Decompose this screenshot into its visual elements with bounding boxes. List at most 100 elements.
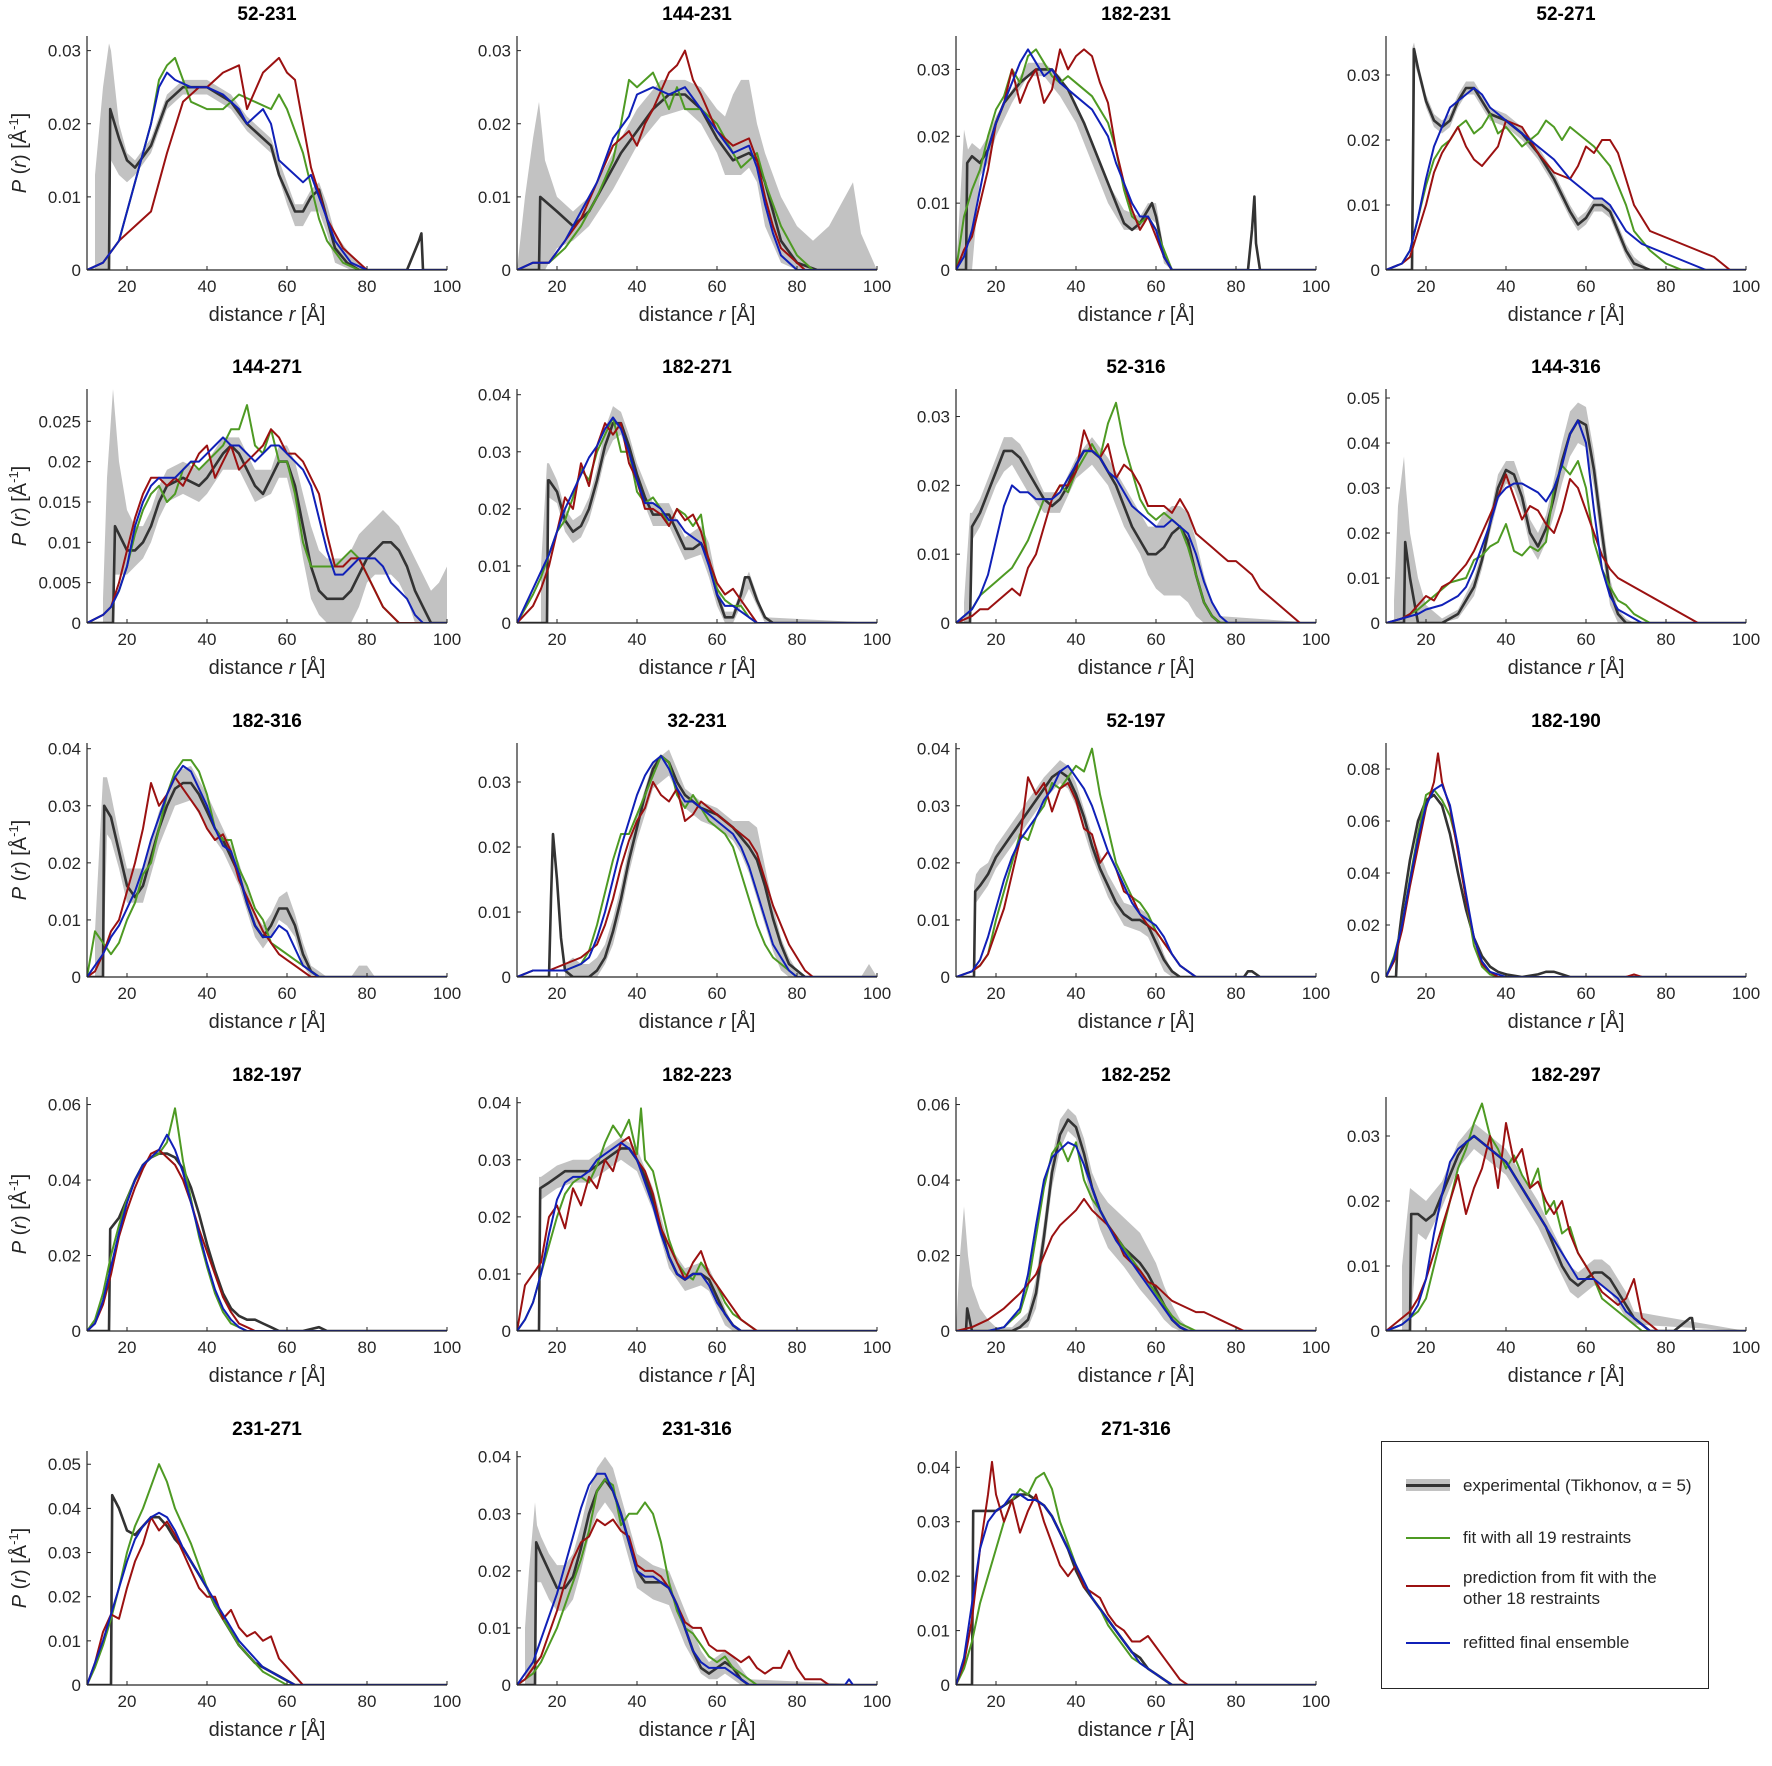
x-tick-label: 20 bbox=[987, 984, 1006, 1003]
x-axis-label: distance r [Å] bbox=[209, 656, 326, 679]
y-tick-label: 0.03 bbox=[1347, 66, 1380, 85]
y-tick-label: 0.02 bbox=[478, 838, 511, 857]
y-tick-label: 0.04 bbox=[917, 1171, 950, 1190]
prediction-line bbox=[956, 1460, 1316, 1685]
fit-all-line bbox=[1386, 788, 1746, 977]
x-tick-label: 80 bbox=[1227, 277, 1246, 296]
y-axis-label: P (r) [Å-1] bbox=[6, 1528, 31, 1608]
panel-271-316: 20 40 60 80 100 0 0.01 0.02 0.03 0.04 271-316 dista… bbox=[917, 1419, 1330, 1741]
panel-52-316: 20 40 60 80 100 0 0.01 0.02 0.03 52-316 distance r… bbox=[917, 357, 1330, 679]
x-tick-label: 80 bbox=[1227, 984, 1246, 1003]
x-axis-label: distance r [Å] bbox=[1508, 656, 1625, 679]
x-tick-label: 40 bbox=[198, 984, 217, 1003]
x-tick-label: 80 bbox=[1227, 1338, 1246, 1357]
y-tick-label: 0.01 bbox=[478, 1619, 511, 1638]
experimental-line bbox=[517, 754, 877, 977]
y-tick-label: 0.03 bbox=[48, 42, 81, 61]
x-tick-label: 20 bbox=[1417, 630, 1436, 649]
x-tick-label: 100 bbox=[1302, 1338, 1330, 1357]
x-tick-label: 60 bbox=[708, 984, 727, 1003]
y-tick-label: 0.02 bbox=[1347, 916, 1380, 935]
refit-line bbox=[517, 416, 877, 623]
x-tick-label: 60 bbox=[278, 277, 297, 296]
x-tick-label: 100 bbox=[1732, 984, 1760, 1003]
y-tick-label: 0.03 bbox=[917, 797, 950, 816]
panel-182-190: 20 40 60 80 100 0 0.02 0.04 0.06 0.08 182-190 dista… bbox=[1347, 711, 1760, 1033]
panel-title: 52-197 bbox=[1106, 711, 1165, 732]
y-tick-label: 0.01 bbox=[478, 188, 511, 207]
prediction-line bbox=[87, 776, 447, 977]
y-tick-label: 0.05 bbox=[1347, 389, 1380, 408]
y-tick-label: 0 bbox=[72, 261, 81, 280]
y-tick-label: 0.03 bbox=[1347, 479, 1380, 498]
panel-231-271: 20 40 60 80 100 0 0.01 0.02 0.03 0.04 0.05 231-271 d… bbox=[6, 1419, 461, 1741]
y-tick-label: 0 bbox=[502, 1676, 511, 1695]
refit-line bbox=[517, 755, 877, 977]
fit-all-line bbox=[1386, 1102, 1746, 1331]
x-tick-label: 20 bbox=[548, 277, 567, 296]
x-tick-label: 20 bbox=[987, 630, 1006, 649]
x-axis-label: distance r [Å] bbox=[639, 656, 756, 679]
y-tick-label: 0.02 bbox=[478, 1562, 511, 1581]
x-tick-label: 100 bbox=[433, 1338, 461, 1357]
legend-experimental-swatch bbox=[1406, 1484, 1450, 1487]
x-tick-label: 40 bbox=[1067, 1692, 1086, 1711]
y-tick-label: 0.02 bbox=[917, 1567, 950, 1586]
legend-fit-all-swatch bbox=[1406, 1537, 1450, 1539]
y-tick-label: 0.06 bbox=[1347, 812, 1380, 831]
y-tick-label: 0.03 bbox=[478, 1151, 511, 1170]
legend: experimental (Tikhonov, α = 5) fit with … bbox=[1381, 1441, 1709, 1689]
legend-experimental-label: experimental (Tikhonov, α = 5) bbox=[1463, 1476, 1692, 1495]
fit-all-line bbox=[517, 1478, 877, 1685]
y-tick-label: 0 bbox=[1371, 614, 1380, 633]
x-tick-label: 20 bbox=[118, 1338, 137, 1357]
experimental-line bbox=[1386, 1134, 1746, 1331]
y-tick-label: 0.04 bbox=[48, 740, 81, 759]
uncertainty-band bbox=[1412, 42, 1746, 270]
prediction-line bbox=[87, 428, 447, 623]
x-tick-label: 80 bbox=[358, 630, 377, 649]
prediction-line bbox=[1386, 119, 1746, 270]
y-tick-label: 0.04 bbox=[48, 1499, 81, 1518]
panel-182-223: 20 40 60 80 100 0 0.01 0.02 0.03 0.04 182-223 dista… bbox=[478, 1065, 891, 1387]
refit-line bbox=[1386, 419, 1746, 623]
x-axis-label: distance r [Å] bbox=[1078, 1010, 1195, 1033]
y-tick-label: 0 bbox=[941, 261, 950, 280]
y-tick-label: 0.01 bbox=[478, 903, 511, 922]
x-axis-label: distance r [Å] bbox=[209, 303, 326, 326]
panel-title: 182-297 bbox=[1531, 1065, 1601, 1086]
y-tick-label: 0.03 bbox=[478, 773, 511, 792]
y-tick-label: 0 bbox=[1371, 1322, 1380, 1341]
x-tick-label: 100 bbox=[1732, 630, 1760, 649]
panel-182-231: 20 40 60 80 100 0 0.01 0.02 0.03 182-231 distance … bbox=[917, 4, 1330, 326]
panel-144-271: 20 40 60 80 100 0 0.005 0.01 0.015 0.02 0.025 144-2… bbox=[6, 357, 461, 679]
x-tick-label: 100 bbox=[433, 277, 461, 296]
prediction-line bbox=[87, 1148, 447, 1331]
panel-title: 144-231 bbox=[662, 4, 732, 25]
x-tick-label: 40 bbox=[1067, 984, 1086, 1003]
x-axis-label: distance r [Å] bbox=[1508, 303, 1625, 326]
x-tick-label: 100 bbox=[863, 1338, 891, 1357]
x-tick-label: 80 bbox=[1227, 630, 1246, 649]
x-axis-label: distance r [Å] bbox=[1078, 1364, 1195, 1387]
x-axis-label: distance r [Å] bbox=[639, 303, 756, 326]
x-tick-label: 20 bbox=[548, 1692, 567, 1711]
x-tick-label: 80 bbox=[1657, 277, 1676, 296]
x-axis-label: distance r [Å] bbox=[1078, 303, 1195, 326]
x-tick-label: 40 bbox=[628, 984, 647, 1003]
prediction-line bbox=[956, 776, 1316, 977]
x-tick-label: 60 bbox=[1577, 1338, 1596, 1357]
x-tick-label: 60 bbox=[278, 1692, 297, 1711]
refit-line bbox=[87, 1511, 447, 1685]
fit-all-line bbox=[87, 1463, 447, 1685]
y-tick-label: 0.02 bbox=[1347, 1192, 1380, 1211]
experimental-line bbox=[956, 770, 1316, 977]
y-tick-label: 0 bbox=[941, 1676, 950, 1695]
panel-title: 182-271 bbox=[662, 357, 732, 378]
panel-52-197: 20 40 60 80 100 0 0.01 0.02 0.03 0.04 52-197 distan… bbox=[917, 711, 1330, 1033]
x-tick-label: 20 bbox=[118, 277, 137, 296]
panel-title: 231-316 bbox=[662, 1419, 732, 1440]
refit-line bbox=[517, 1472, 877, 1685]
y-tick-label: 0.01 bbox=[48, 1632, 81, 1651]
